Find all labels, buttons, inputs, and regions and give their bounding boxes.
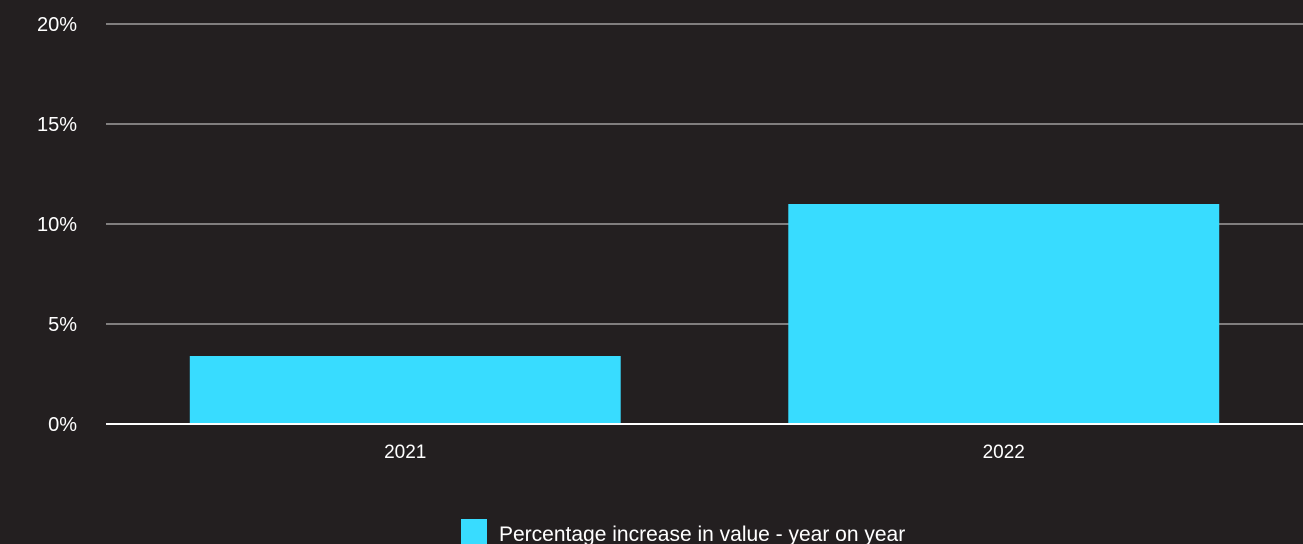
y-tick-label: 5%	[48, 314, 77, 336]
legend[interactable]: Percentage increase in value - year on y…	[461, 519, 905, 544]
y-tick-label: 0%	[48, 414, 77, 436]
bars-layer	[189, 204, 1220, 424]
y-tick-label: 15%	[37, 114, 77, 136]
legend-label[interactable]: Percentage increase in value - year on y…	[499, 523, 905, 544]
axis-layer: 0% 5% 10% 15% 20% 2021 2022	[37, 14, 1303, 463]
bar-2022[interactable]	[788, 204, 1220, 424]
x-tick-label-2021: 2021	[384, 442, 426, 463]
bar-2021[interactable]	[189, 356, 621, 424]
legend-swatch[interactable]	[461, 519, 487, 544]
x-tick-label-2022: 2022	[983, 442, 1025, 463]
y-tick-label: 10%	[37, 214, 77, 236]
y-tick-label: 20%	[37, 14, 77, 36]
